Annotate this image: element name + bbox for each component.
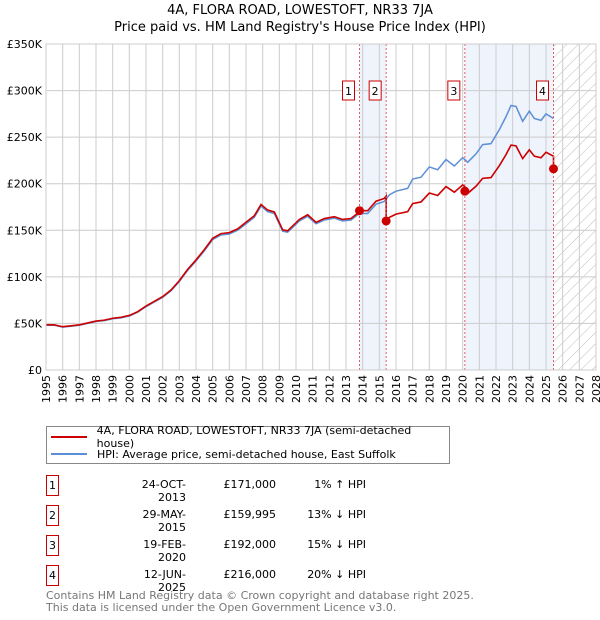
x-tick-label: 2006 [223, 375, 236, 403]
sale-hpi-diff: 13% ↓ HPI [307, 508, 366, 521]
y-tick-label: £100K [7, 271, 43, 284]
x-tick-label: 2026 [557, 375, 570, 403]
x-tick-label: 2020 [457, 375, 470, 403]
y-tick-label: £0 [28, 364, 42, 377]
y-tick-label: £250K [7, 131, 43, 144]
sale-row: 2 29-MAY-2015 £159,995 13% ↓ HPI [46, 505, 446, 534]
chart-title: 4A, FLORA ROAD, LOWESTOFT, NR33 7JA [167, 3, 433, 18]
x-tick-label: 2028 [590, 375, 600, 403]
x-tick-label: 2008 [257, 375, 270, 403]
x-tick-label: 2025 [540, 375, 553, 403]
x-tick-label: 2003 [173, 375, 186, 403]
sale-hpi-diff: 15% ↓ HPI [307, 538, 366, 551]
sale-price: £159,995 [223, 508, 277, 521]
x-tick-label: 2009 [273, 375, 286, 403]
footer-licence: This data is licensed under the Open Gov… [46, 601, 397, 614]
x-tick-label: 1995 [40, 375, 53, 403]
x-tick-label: 2019 [440, 375, 453, 403]
property-price-line [46, 144, 555, 328]
sale-row: 4 12-JUN-2025 £216,000 20% ↓ HPI [46, 565, 446, 594]
sale-badge-label: 1 [345, 85, 352, 98]
x-tick-label: 1998 [90, 375, 103, 403]
x-tick-label: 2014 [357, 375, 370, 403]
y-tick-label: £150K [7, 224, 43, 237]
x-tick-label: 2001 [140, 375, 153, 403]
legend-swatch-red [51, 436, 87, 438]
x-tick-label: 2021 [473, 375, 486, 403]
x-tick-label: 2015 [373, 375, 386, 403]
forecast-hatch [553, 44, 596, 370]
legend-swatch-blue [51, 453, 87, 455]
x-tick-label: 1996 [57, 375, 70, 403]
sale-price: £171,000 [223, 478, 277, 491]
sale-number-badge: 4 [46, 565, 59, 586]
x-tick-label: 2023 [507, 375, 520, 403]
sale-badge [447, 80, 461, 101]
x-tick-label: 2016 [390, 375, 403, 403]
sale-number-badge: 2 [46, 505, 59, 526]
x-tick-label: 2007 [240, 375, 253, 403]
x-tick-label: 2000 [123, 375, 136, 403]
chart-subtitle: Price paid vs. HM Land Registry's House … [114, 20, 486, 35]
sale-hpi-diff: 20% ↓ HPI [307, 568, 366, 581]
x-tick-label: 2018 [423, 375, 436, 403]
legend-item-hpi: HPI: Average price, semi-detached house,… [51, 447, 396, 461]
y-tick-label: £350K [7, 38, 43, 51]
x-tick-label: 2011 [307, 375, 320, 403]
sale-badge [536, 80, 549, 101]
x-tick-label: 2017 [407, 375, 420, 403]
x-tick-label: 2002 [157, 375, 170, 403]
sale-badge-label: 3 [450, 85, 457, 98]
legend-label: HPI: Average price, semi-detached house,… [97, 447, 396, 461]
footer-copyright: Contains HM Land Registry data © Crown c… [46, 589, 474, 602]
x-tick-label: 2010 [290, 375, 303, 403]
x-tick-label: 2027 [573, 375, 586, 403]
sale-date: 19-FEB-2020 [143, 538, 186, 564]
x-tick-label: 2004 [190, 375, 203, 403]
sale-badge-label: 4 [539, 85, 546, 98]
x-tick-label: 1999 [107, 375, 120, 403]
sale-point [549, 164, 558, 174]
y-tick-label: £50K [14, 317, 43, 330]
x-tick-label: 2024 [523, 375, 536, 403]
sale-point [381, 216, 391, 226]
sale-badge [368, 80, 382, 101]
sale-point [355, 206, 364, 216]
x-tick-label: 2022 [490, 375, 503, 403]
sale-price: £192,000 [223, 538, 277, 551]
x-tick-label: 2012 [323, 375, 336, 403]
x-tick-label: 2013 [340, 375, 353, 403]
y-tick-label: £300K [7, 85, 43, 98]
sale-hpi-diff: 1% ↑ HPI [314, 478, 366, 491]
sale-badge-label: 2 [372, 85, 379, 98]
sale-row: 1 24-OCT-2013 £171,000 1% ↑ HPI [46, 475, 446, 504]
legend: 4A, FLORA ROAD, LOWESTOFT, NR33 7JA (sem… [46, 424, 450, 464]
plot-border [45, 43, 597, 371]
sale-date: 24-OCT-2013 [141, 478, 186, 504]
legend-label: 4A, FLORA ROAD, LOWESTOFT, NR33 7JA (sem… [96, 424, 412, 450]
x-tick-label: 2005 [207, 375, 220, 403]
sale-date: 29-MAY-2015 [142, 508, 186, 534]
x-tick-label: 1997 [73, 375, 86, 403]
y-tick-label: £200K [7, 178, 43, 191]
sale-row: 3 19-FEB-2020 £192,000 15% ↓ HPI [46, 535, 446, 564]
sale-price: £216,000 [223, 568, 277, 581]
sale-number-badge: 3 [46, 535, 59, 556]
legend-item-property: 4A, FLORA ROAD, LOWESTOFT, NR33 7JA (sem… [51, 424, 449, 450]
sale-badge [342, 80, 355, 101]
sale-number-badge: 1 [46, 475, 59, 496]
sale-date: 12-JUN-2025 [143, 568, 186, 594]
price-chart: 1995 1996 1997 1998 1999 2000 2001 2002 2003 2004… [7, 38, 600, 403]
sale-point [460, 186, 470, 196]
